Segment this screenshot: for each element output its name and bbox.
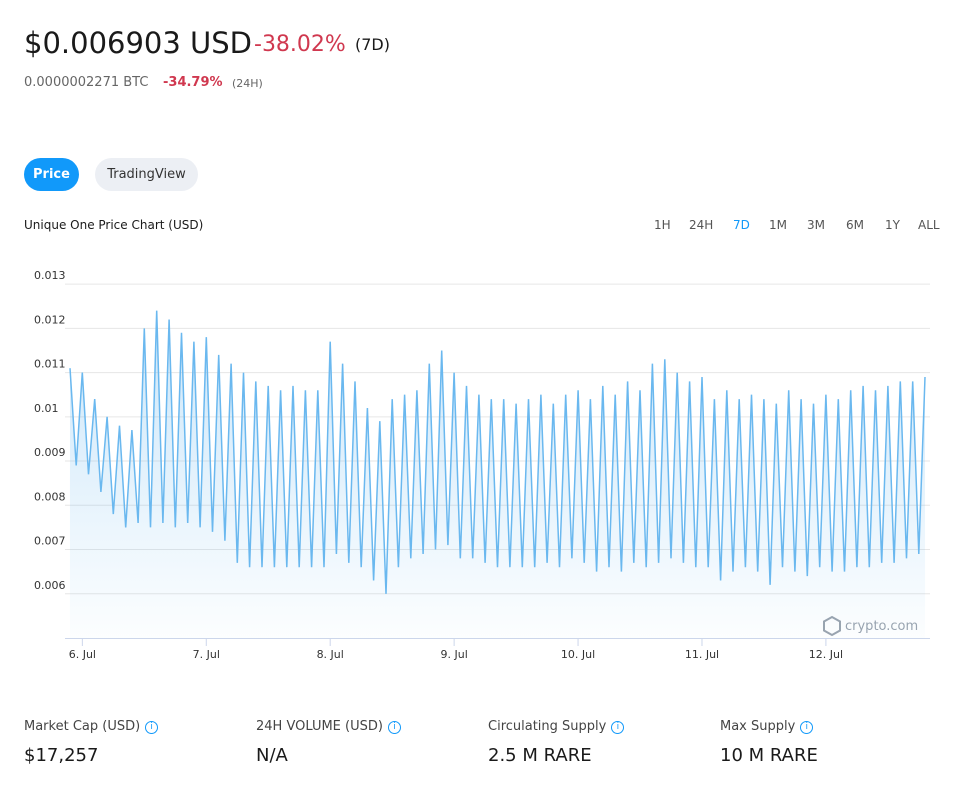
range-button[interactable]: 1H: [654, 218, 671, 232]
price-line: [69, 310, 926, 594]
stat-value: N/A: [256, 745, 288, 766]
x-tick-label: 9. Jul: [440, 648, 467, 661]
x-tick-label: 7. Jul: [193, 648, 220, 661]
btc-period: (24H): [232, 77, 263, 90]
stat-value: 10 M RARE: [720, 745, 818, 766]
btc-price: 0.0000002271 BTC: [24, 75, 149, 90]
info-icon[interactable]: i: [145, 721, 159, 734]
btc-change: -34.79%: [163, 75, 223, 90]
y-tick-label: 0.011: [34, 358, 66, 371]
y-tick-label: 0.009: [34, 446, 66, 459]
y-tick-label: 0.012: [34, 313, 66, 326]
change-period: (7D): [355, 35, 390, 54]
stat-label: Max Supply i: [720, 719, 814, 734]
range-button[interactable]: 1M: [769, 218, 787, 232]
info-icon[interactable]: i: [387, 721, 401, 734]
range-button[interactable]: 3M: [807, 218, 825, 232]
x-tick-label: 12. Jul: [809, 648, 843, 661]
stat-value: 2.5 M RARE: [488, 745, 592, 766]
y-tick-label: 0.013: [34, 269, 66, 282]
range-button[interactable]: 7D: [733, 218, 750, 232]
chart-title: Unique One Price Chart (USD): [24, 218, 204, 232]
x-tick-label: 11. Jul: [685, 648, 719, 661]
stat-label: Market Cap (USD) i: [24, 719, 159, 734]
stat-label: 24H VOLUME (USD) i: [256, 719, 401, 734]
y-tick-label: 0.01: [34, 402, 59, 415]
stat-label: Circulating Supply i: [488, 719, 625, 734]
range-button[interactable]: 6M: [846, 218, 864, 232]
price: $0.006903 USD: [24, 26, 253, 60]
range-button[interactable]: ALL: [918, 218, 940, 232]
x-tick-label: 8. Jul: [317, 648, 344, 661]
x-tick-label: 6. Jul: [69, 648, 96, 661]
stat-value: $17,257: [24, 745, 99, 766]
chart: crypto.com 0.0060.0070.0080.0090.010.011…: [34, 269, 930, 661]
tab[interactable]: Price: [24, 158, 79, 191]
range-button[interactable]: 24H: [689, 218, 714, 232]
x-tick-label: 10. Jul: [561, 648, 595, 661]
y-tick-label: 0.006: [34, 579, 66, 592]
info-icon[interactable]: i: [800, 721, 814, 734]
y-tick-label: 0.007: [34, 535, 66, 548]
tab[interactable]: TradingView: [95, 158, 198, 191]
area: [69, 310, 926, 638]
y-tick-label: 0.008: [34, 490, 66, 503]
price-change: -38.02%: [254, 32, 346, 57]
info-icon[interactable]: i: [611, 721, 625, 734]
range-button[interactable]: 1Y: [885, 218, 900, 232]
